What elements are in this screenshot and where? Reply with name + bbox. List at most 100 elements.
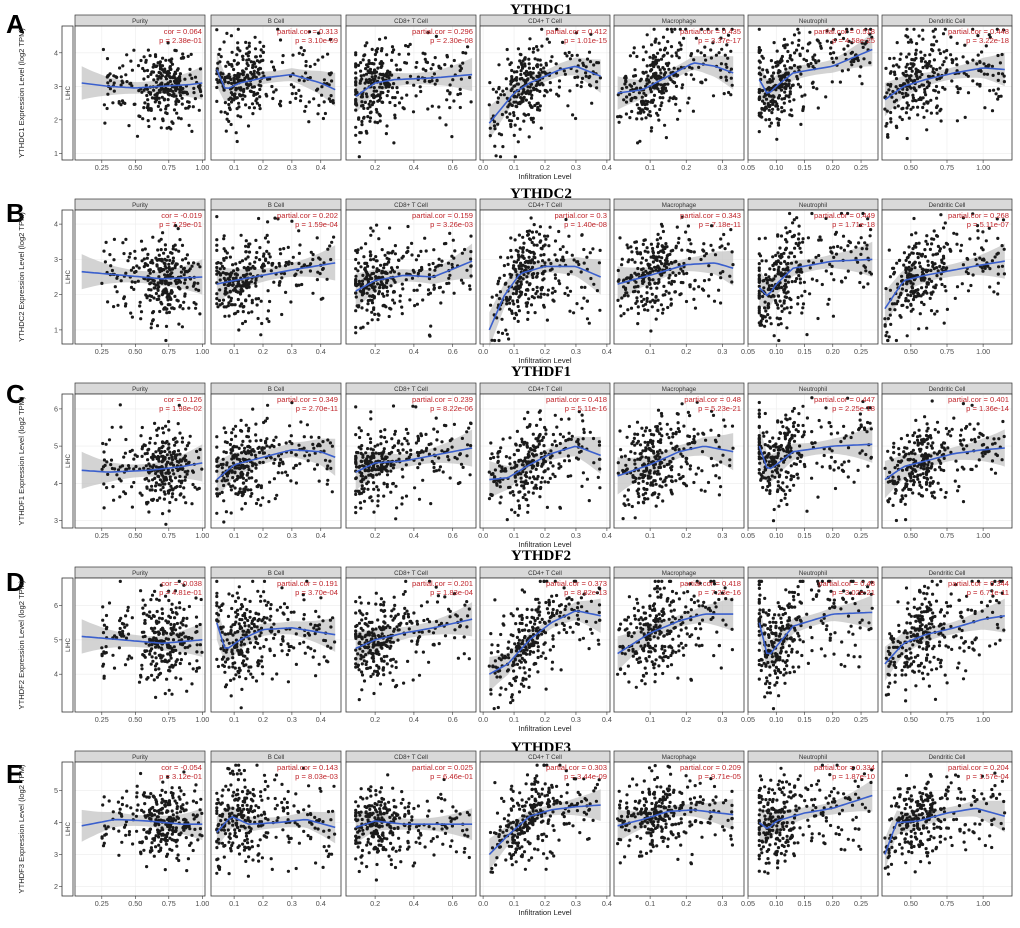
data-point [148,464,152,468]
data-point [692,250,696,254]
data-point [154,80,158,84]
data-point [146,104,150,108]
data-point [808,266,812,270]
data-point [525,280,529,284]
data-point [512,70,517,74]
data-point [724,78,729,82]
data-point [412,270,416,274]
data-point [893,106,897,110]
data-point [644,258,648,262]
data-point [400,305,404,309]
data-point [423,236,427,240]
data-point [668,96,672,100]
data-point [765,281,769,285]
data-point [921,37,925,41]
data-point [926,80,930,84]
data-point [777,118,781,122]
y-tick-label: 3 [54,255,58,264]
data-point [549,59,553,63]
data-point [902,251,907,255]
data-point [370,276,374,281]
data-point [935,111,939,115]
data-point [374,89,379,93]
data-point [229,100,234,104]
data-point [892,270,897,274]
data-point [757,66,761,70]
data-point [885,91,889,95]
data-point [237,328,241,332]
data-point [514,285,518,289]
data-point [250,298,254,302]
data-point [263,236,268,240]
data-point [431,63,435,67]
data-point [302,435,306,439]
data-point [654,268,658,272]
data-point [244,82,249,86]
data-point [332,235,336,239]
data-point [784,87,788,91]
data-point [163,247,168,252]
data-point [390,251,394,255]
data-point [800,294,804,298]
data-point [215,28,219,32]
data-point [170,306,174,310]
x-tick-label: 0.2 [370,163,380,172]
data-point [179,492,183,496]
data-point [147,479,151,483]
data-point [896,299,900,303]
strip-label: CD8+ T Cell [394,18,428,25]
tumor-label: LIHC [66,453,72,467]
data-point [119,83,123,87]
data-point [222,247,226,251]
data-point [641,242,645,246]
data-point [359,246,363,250]
data-point [361,58,365,62]
data-point [427,263,431,267]
data-point [513,238,517,242]
data-point [764,106,769,110]
data-point [932,43,936,47]
data-point [411,110,416,114]
data-point [187,123,191,127]
data-point [159,82,163,86]
data-point [509,82,513,86]
data-point [913,294,917,298]
x-tick-label: 0.6 [448,163,458,172]
plot-border [210,25,342,161]
data-point [308,76,312,80]
data-point [235,139,239,144]
data-point [368,274,372,278]
data-point [996,78,1000,82]
data-point [635,54,639,59]
data-point [509,125,513,129]
data-point [565,250,569,254]
data-point [497,87,501,91]
data-point [408,42,412,47]
data-point [125,80,129,84]
data-point [530,118,534,122]
data-point [227,301,231,305]
data-point [782,96,787,101]
data-point [939,107,943,111]
data-point [543,71,547,75]
data-point [376,121,380,125]
data-point [655,286,659,290]
data-point [910,286,915,290]
data-point [372,307,376,312]
data-point [451,78,455,82]
tumor-strip [61,25,74,161]
data-point [164,522,168,526]
data-point [687,238,691,242]
data-point [780,304,784,308]
data-point [294,481,298,485]
data-point [895,41,899,45]
data-point [320,85,324,89]
data-point [719,75,723,79]
y-tick-label: 4 [54,48,58,57]
data-point [365,308,369,312]
data-point [449,64,454,68]
data-point [234,87,238,91]
data-point [817,253,821,258]
data-point [702,279,707,283]
data-point [354,267,358,271]
